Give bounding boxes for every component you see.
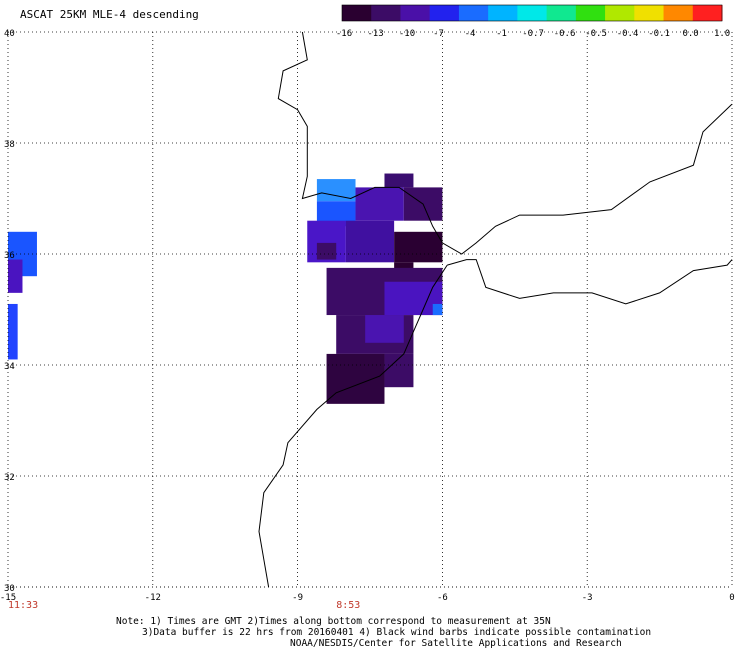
colorbar-label: -0.1	[648, 29, 670, 39]
note-line-2: 3)Data buffer is 22 hrs from 20160401 4)…	[142, 627, 652, 638]
graticule	[7, 31, 733, 588]
colorbar-label: -13	[367, 29, 383, 39]
colorbar-label: -7	[433, 29, 444, 39]
colorbar-label: -0.7	[522, 29, 544, 39]
colorbar-segment	[429, 5, 460, 21]
lon-label: -15	[0, 593, 16, 603]
colorbar-label: -0.5	[585, 29, 607, 39]
colorbar-label: 0.0	[682, 29, 698, 39]
colorbar-segment	[663, 5, 694, 21]
swath-tile	[326, 353, 385, 404]
lon-label: -3	[582, 593, 593, 603]
lon-label: 0	[729, 593, 734, 603]
colorbar: -16 -13 -10 -7 -4 -1 -0.7 -0.6 -0.5 -0.4 -0.1 0.0 1.…	[336, 4, 730, 39]
map-title: ASCAT 25KM MLE-4 descending	[20, 8, 199, 21]
colorbar-segment	[488, 5, 518, 21]
colorbar-segment	[575, 5, 606, 21]
lat-label: 30	[4, 584, 15, 594]
swath-tile	[8, 303, 18, 360]
note-line-1: Note: 1) Times are GMT 2)Times along bot…	[116, 616, 551, 627]
lat-label: 40	[4, 29, 15, 39]
lat-label: 38	[4, 140, 15, 150]
lon-label: -12	[145, 593, 161, 603]
swath-tile	[394, 262, 414, 271]
colorbar-label: -16	[336, 29, 352, 39]
swath-tile	[394, 231, 443, 263]
colorbar-segment	[605, 5, 635, 21]
lat-label: 36	[4, 251, 15, 261]
coastline	[277, 31, 733, 255]
swath-tile	[365, 315, 404, 343]
swath-tile	[384, 353, 414, 388]
coastline-layer	[258, 31, 733, 588]
colorbar-frame	[341, 4, 723, 22]
swath-tile	[432, 303, 443, 316]
colorbar-label: -0.4	[617, 29, 639, 39]
colorbar-segment	[517, 5, 548, 21]
swath-tile	[384, 173, 414, 188]
colorbar-segment	[342, 5, 372, 21]
lat-label: 32	[4, 473, 15, 483]
swath-layer	[8, 173, 443, 404]
swath-time-label: 11:33	[8, 600, 39, 611]
lat-label: 34	[4, 362, 15, 372]
colorbar-label: -0.6	[554, 29, 576, 39]
colorbar-segment	[400, 5, 431, 21]
lon-label: -9	[292, 593, 303, 603]
colorbar-segment	[546, 5, 577, 21]
colorbar-segment	[371, 5, 401, 21]
swath-time-label: 8:53	[336, 600, 361, 611]
lon-label: -6	[437, 593, 448, 603]
colorbar-segment	[634, 5, 665, 21]
colorbar-segment	[458, 5, 489, 21]
colorbar-label: -1	[496, 29, 507, 39]
swath-tile	[316, 179, 356, 202]
axis-labels: -15 -12 -9 -6 -3 0 40 38 36 34 32 30	[0, 29, 735, 603]
colorbar-label: -4	[465, 29, 476, 39]
colorbar-segment	[692, 5, 723, 21]
swath-tile	[316, 242, 337, 260]
swath-tile	[8, 259, 23, 293]
coastline	[447, 259, 733, 305]
swath-tile	[345, 220, 395, 263]
colorbar-label: 1.0	[714, 29, 730, 39]
colorbar-label: -10	[399, 29, 415, 39]
note-line-3: NOAA/NESDIS/Center for Satellite Applica…	[290, 638, 622, 649]
coastline	[258, 264, 448, 588]
